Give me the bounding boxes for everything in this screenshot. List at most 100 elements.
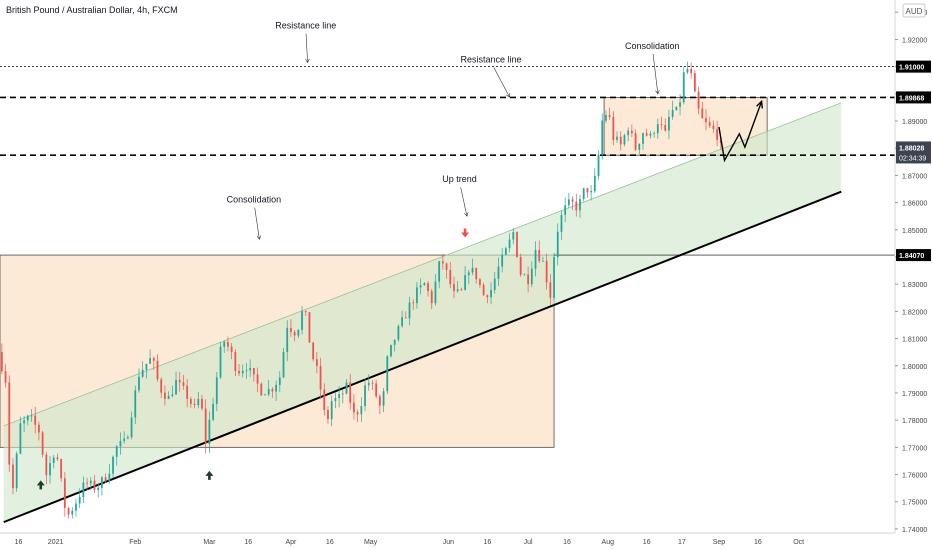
candle-body xyxy=(649,133,652,136)
candle-body xyxy=(460,289,463,291)
candle-body xyxy=(430,291,433,304)
candle-body xyxy=(193,403,196,406)
candle-body xyxy=(189,398,192,404)
candle-body xyxy=(412,302,415,304)
candle-body xyxy=(252,368,255,375)
candle-body xyxy=(449,269,452,285)
annotation-arrowhead xyxy=(256,235,262,240)
candle-body xyxy=(0,352,3,372)
candle-body xyxy=(315,359,318,366)
candle-body xyxy=(445,263,448,270)
candle-body xyxy=(560,214,563,232)
candle-body xyxy=(327,410,329,420)
currency-badge-box[interactable] xyxy=(902,3,926,18)
annotation-arrow xyxy=(254,207,260,240)
candle-body xyxy=(530,268,533,285)
candle-body xyxy=(304,311,307,313)
candle-body xyxy=(375,383,378,397)
annotation-label: Up trend xyxy=(442,174,477,184)
candle-body xyxy=(642,133,644,144)
candle-body xyxy=(52,457,55,464)
price-tick-label: 1.89000 xyxy=(902,119,927,126)
candle-body xyxy=(716,129,719,140)
candle-body xyxy=(156,360,159,380)
candle-body xyxy=(553,257,555,298)
candle-body xyxy=(349,382,352,403)
candle-body xyxy=(434,281,437,304)
candle-body xyxy=(160,379,163,393)
candle-body xyxy=(682,72,685,103)
time-axis[interactable]: 16 2021 Feb Mar 16 Apr 16 May Jun 16 Jul 16 Aug 16 17 S… xyxy=(0,532,895,546)
last-price-box xyxy=(896,141,931,164)
candle-body xyxy=(482,284,485,296)
annotation-arrow xyxy=(305,33,308,63)
candle-body xyxy=(212,403,214,420)
candle-body xyxy=(15,453,18,489)
candle-body xyxy=(271,389,274,392)
candle-body xyxy=(664,125,667,131)
time-tick-label: Feb xyxy=(129,539,141,546)
time-tick-label: 16 xyxy=(326,539,334,546)
candle-body xyxy=(453,284,455,292)
candle-body xyxy=(364,385,366,407)
candle-body xyxy=(404,317,407,319)
candle-body xyxy=(542,260,544,262)
candle-body xyxy=(416,287,418,304)
candle-body xyxy=(582,188,585,200)
candle-body xyxy=(630,130,633,134)
time-tick-label: Sep xyxy=(713,539,726,546)
candle-body xyxy=(201,398,203,409)
time-tick-label: 16 xyxy=(483,539,491,546)
price-tick-label: 1.81000 xyxy=(902,337,927,344)
candle-body xyxy=(567,199,570,206)
candle-body xyxy=(712,125,715,130)
candle-body xyxy=(104,477,107,482)
candle-body xyxy=(393,339,396,345)
time-tick-label: 16 xyxy=(643,539,651,546)
time-tick-label: 16 xyxy=(563,539,571,546)
candle-body xyxy=(312,342,315,360)
annotation-label: Resistance line xyxy=(275,21,336,31)
candle-body xyxy=(145,363,148,370)
projection-arrowhead xyxy=(756,99,763,109)
annotations: Resistance line Resistance line Consolidat… xyxy=(36,21,680,490)
time-tick-label: 2021 xyxy=(48,539,64,546)
candle-body xyxy=(512,232,515,240)
level-price-label: 1.89868 xyxy=(899,95,924,102)
annotation-arrowhead xyxy=(506,93,510,98)
candle-body xyxy=(197,398,200,406)
candle-body xyxy=(656,124,659,134)
candle-body xyxy=(230,346,233,353)
candle-body xyxy=(175,380,177,395)
price-tick-label: 1.83000 xyxy=(902,282,927,289)
candle-body xyxy=(115,446,118,457)
candle-body xyxy=(697,91,700,109)
candle-body xyxy=(382,391,385,406)
candle-body xyxy=(130,417,133,438)
candle-body xyxy=(367,382,370,386)
candle-body xyxy=(134,390,137,418)
price-tick-label: 1.76000 xyxy=(902,473,927,480)
time-tick-label: Oct xyxy=(793,539,804,546)
candle-body xyxy=(527,274,530,285)
candle-body xyxy=(56,457,59,460)
price-tick-label: 1.85000 xyxy=(902,228,927,235)
candle-body xyxy=(297,329,300,336)
horizontal-levels xyxy=(0,66,895,256)
candle-body xyxy=(653,133,656,135)
candle-body xyxy=(668,116,670,131)
candle-body xyxy=(467,272,470,276)
candle-body xyxy=(356,412,359,415)
candle-body xyxy=(616,136,618,140)
candle-body xyxy=(45,454,48,476)
level-price-label: 1.91000 xyxy=(899,65,924,72)
projection-path xyxy=(718,99,763,163)
candle-body xyxy=(101,477,103,488)
candle-body xyxy=(419,285,422,288)
candle-body xyxy=(75,503,77,511)
candle-body xyxy=(123,438,126,441)
candle-body xyxy=(278,377,281,385)
candle-body xyxy=(49,463,51,476)
